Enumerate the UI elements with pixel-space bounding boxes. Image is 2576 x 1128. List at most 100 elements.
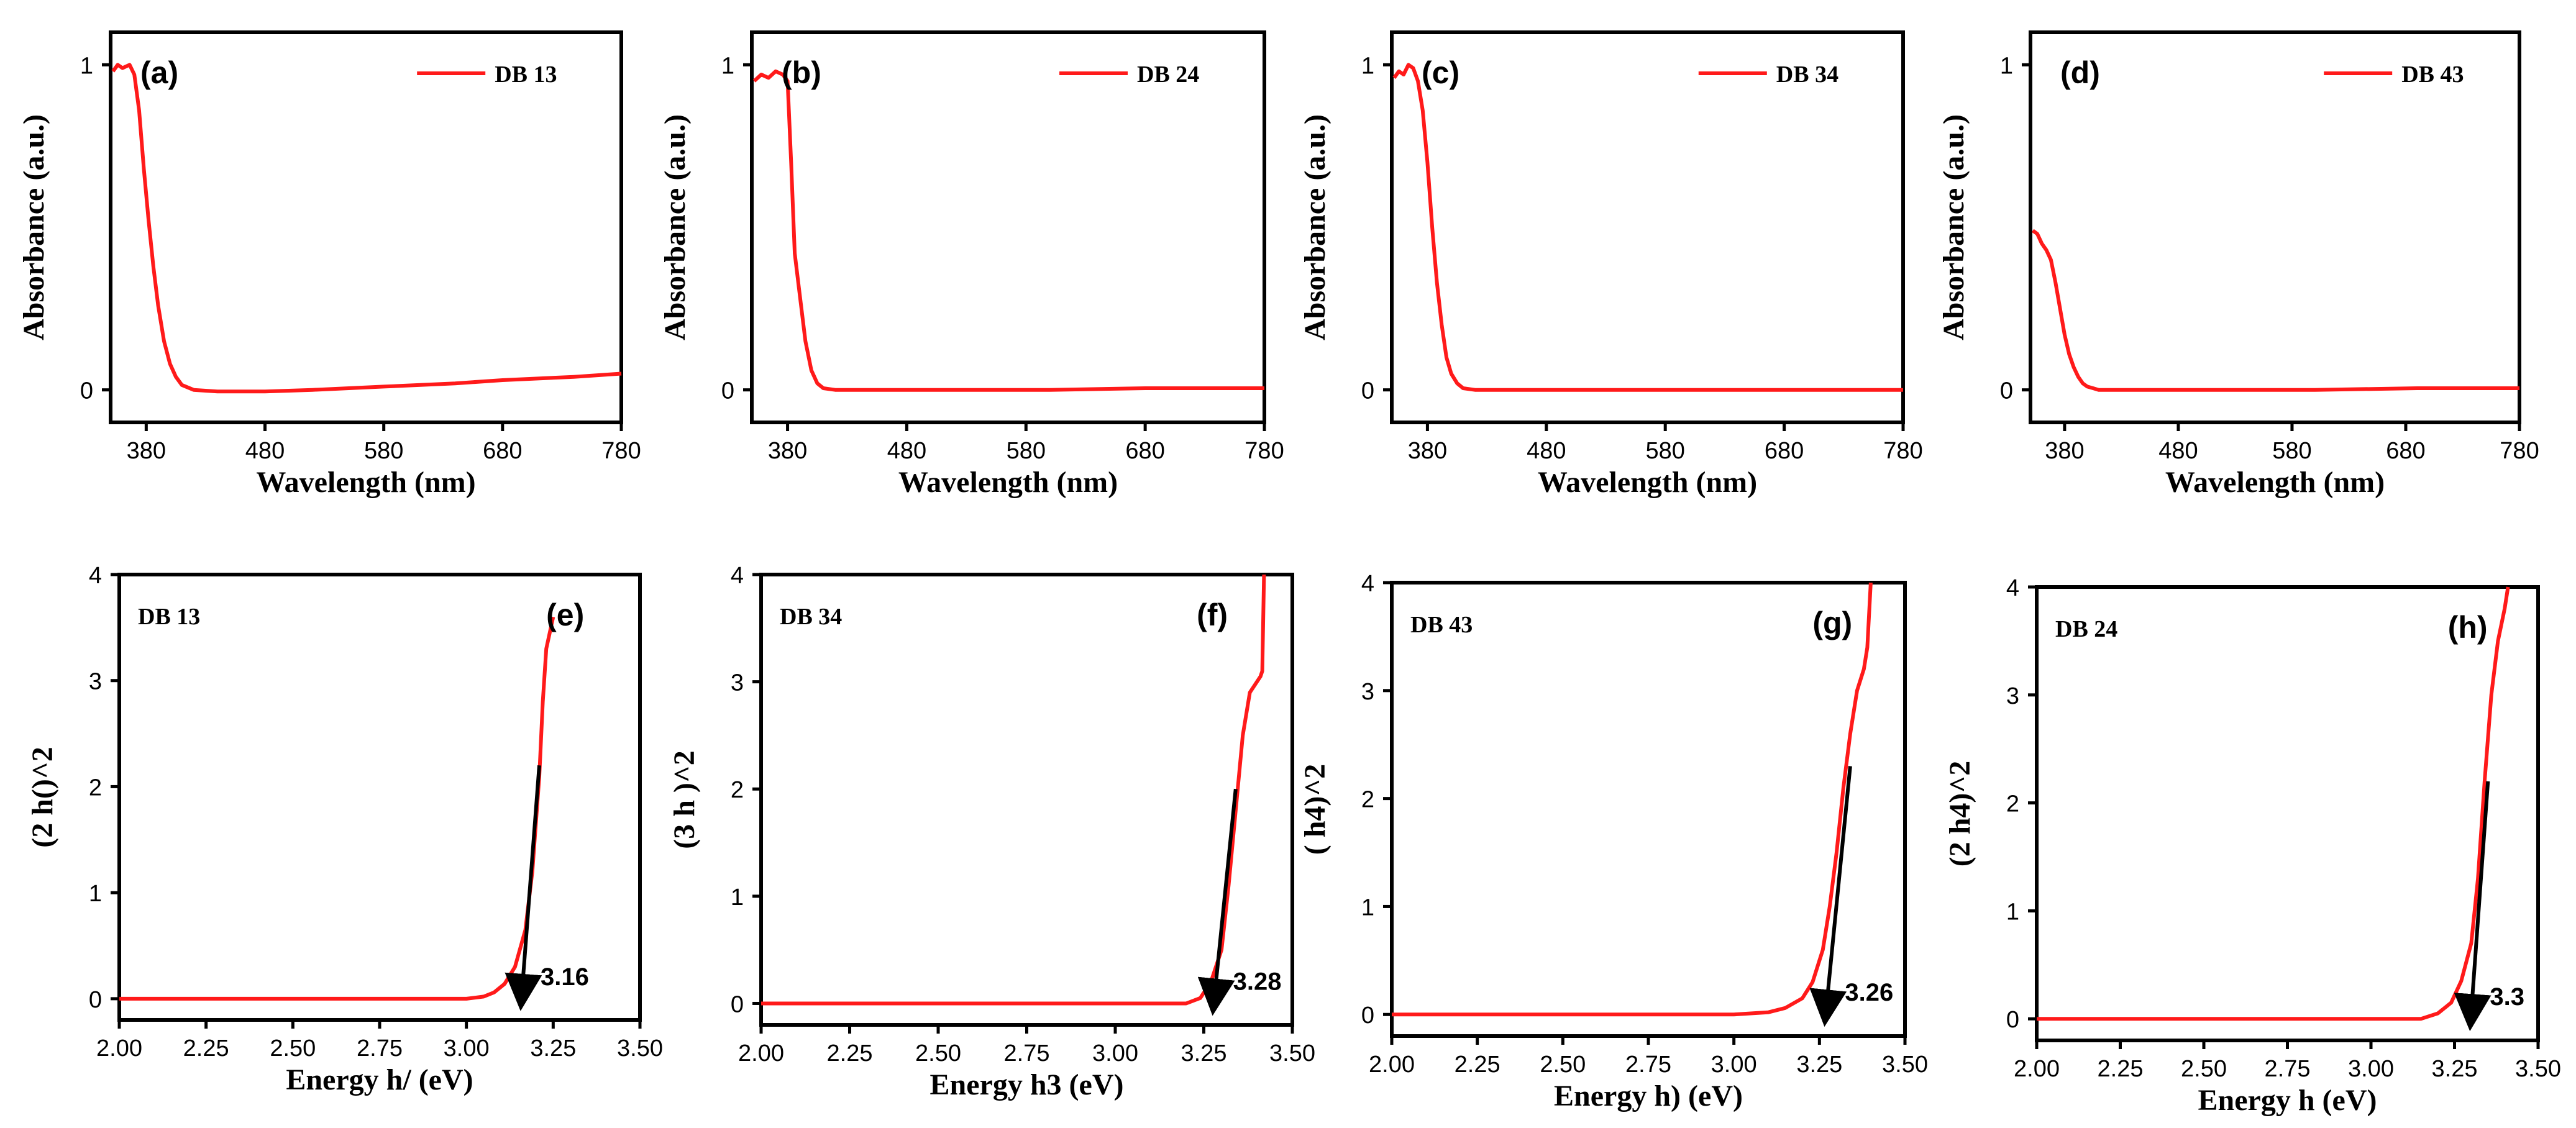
- y-tick-label: 0: [1361, 1003, 1374, 1029]
- x-axis-title: Energy h/ (eV): [286, 1063, 473, 1096]
- y-tick-label: 0: [1361, 378, 1374, 404]
- x-tick-label: 3.25: [2432, 1056, 2478, 1082]
- panel-label: (d): [2060, 55, 2100, 90]
- series-line-e: [119, 616, 555, 1001]
- plot-frame: [759, 573, 1294, 1027]
- sample-label: DB 43: [1410, 612, 1473, 638]
- x-tick-label: 480: [2158, 438, 2198, 464]
- panel-label: (b): [782, 55, 821, 90]
- sample-label: DB 34: [780, 604, 842, 630]
- x-tick-label: 2.75: [1625, 1052, 1671, 1078]
- plot-frame: [1390, 30, 1905, 424]
- series-line-d: [2031, 229, 2519, 392]
- x-tick-label: 2.00: [738, 1040, 784, 1067]
- plot-frame: [1390, 581, 1907, 1038]
- x-axis-title: Wavelength (nm): [1538, 466, 1757, 499]
- y-tick-label: 1: [731, 885, 744, 911]
- x-tick-label: 2.50: [270, 1035, 316, 1062]
- plot-frame: [2029, 30, 2521, 424]
- x-tick-label: 780: [2500, 438, 2539, 464]
- plot-frame: [109, 30, 623, 424]
- y-tick-label: 0: [721, 378, 734, 404]
- x-tick-label: 3.00: [1711, 1052, 1757, 1078]
- x-tick-label: 2.00: [96, 1035, 142, 1062]
- plot-frame: [117, 573, 642, 1022]
- tangent-arrow: [505, 765, 542, 1011]
- chart-panel-h: 2.00 2.25 2.50 2.75 3.00 3.25 3.50 0 1 2 3 4 Energy …: [1943, 575, 2561, 1117]
- x-axis-title: Wavelength (nm): [2165, 466, 2385, 499]
- x-tick-label: 480: [887, 438, 926, 464]
- x-tick-label: 2.00: [2014, 1056, 2060, 1082]
- x-tick-label: 3.00: [2348, 1056, 2394, 1082]
- series-line-b: [752, 69, 1264, 392]
- y-tick-label: 1: [80, 53, 93, 79]
- x-tick-label: 3.50: [1882, 1052, 1928, 1078]
- y-tick-label: 0: [89, 987, 102, 1013]
- y-tick-label: 4: [2006, 575, 2019, 601]
- y-axis-title: ( h4)^2: [1299, 764, 1331, 855]
- x-tick-label: 380: [2045, 438, 2084, 464]
- x-tick-label: 2.50: [1540, 1052, 1586, 1078]
- chart-panel-a: 380 480 580 680 780 0 1 Wavelength (nm) Absorban…: [17, 30, 641, 499]
- x-axis-title: Energy h3 (eV): [930, 1068, 1124, 1101]
- y-tick-label: 0: [2006, 1007, 2019, 1033]
- x-axis-title: Energy h (eV): [2198, 1084, 2377, 1117]
- y-axis-title: Absorbance (a.u.): [17, 114, 50, 340]
- x-tick-label: 2.25: [1455, 1052, 1500, 1078]
- legend-label: DB 34: [1776, 61, 1838, 88]
- band-gap-label: 3.26: [1845, 979, 1893, 1006]
- series-line-g: [1392, 582, 1873, 1017]
- band-gap-label: 3.16: [541, 963, 589, 991]
- y-tick-label: 2: [1361, 787, 1374, 813]
- x-tick-label: 380: [127, 438, 166, 464]
- y-tick-label: 2: [2006, 791, 2019, 817]
- y-axis-title: Absorbance (a.u.): [1937, 114, 1970, 340]
- x-tick-label: 3.50: [617, 1035, 663, 1062]
- y-tick-label: 0: [2000, 378, 2013, 404]
- y-tick-label: 4: [89, 563, 102, 589]
- y-tick-label: 1: [1361, 894, 1374, 921]
- x-tick-label: 2.75: [357, 1035, 403, 1062]
- tangent-arrow: [2454, 781, 2492, 1032]
- x-tick-label: 680: [1125, 438, 1164, 464]
- y-axis-title: (2 h()^2: [26, 747, 59, 848]
- x-tick-label: 2.25: [827, 1040, 873, 1067]
- x-tick-label: 680: [2386, 438, 2425, 464]
- y-tick-label: 3: [731, 670, 744, 696]
- x-tick-label: 2.25: [2098, 1056, 2144, 1082]
- y-tick-label: 2: [89, 775, 102, 801]
- x-tick-label: 2.50: [2181, 1056, 2227, 1082]
- x-tick-label: 480: [245, 438, 285, 464]
- panel-label: (h): [2448, 610, 2488, 645]
- chart-panel-b: 380 480 580 680 780 0 1 Wavelength (nm) Absorban…: [659, 30, 1284, 499]
- legend-label: DB 13: [495, 61, 557, 88]
- x-tick-label: 680: [483, 438, 522, 464]
- panel-label: (e): [546, 598, 584, 632]
- tangent-arrow: [1809, 766, 1852, 1027]
- y-axis-title: Absorbance (a.u.): [1299, 114, 1331, 340]
- x-tick-label: 3.00: [444, 1035, 490, 1062]
- x-tick-label: 3.50: [2515, 1056, 2561, 1082]
- x-axis-title: Wavelength (nm): [256, 466, 475, 499]
- panel-label: (c): [1422, 55, 1459, 90]
- chart-panel-g: 2.00 2.25 2.50 2.75 3.00 3.25 3.50 0 1 2 3 4 Energy …: [1299, 571, 1928, 1112]
- legend-label: DB 24: [1137, 61, 1199, 88]
- y-tick-label: 1: [1361, 53, 1374, 79]
- y-tick-label: 0: [731, 991, 744, 1017]
- panel-label: (a): [140, 55, 178, 90]
- chart-panel-d: 380 480 580 680 780 0 1 Wavelength (nm) Absorban…: [1937, 30, 2539, 499]
- y-tick-label: 3: [89, 669, 102, 695]
- y-tick-label: 4: [731, 563, 744, 589]
- tangent-arrow: [1197, 788, 1238, 1016]
- series-line-c: [1392, 63, 1903, 392]
- x-tick-label: 580: [2272, 438, 2311, 464]
- sample-label: DB 13: [138, 604, 200, 630]
- x-tick-label: 780: [601, 438, 641, 464]
- x-tick-label: 580: [1007, 438, 1046, 464]
- x-tick-label: 780: [1245, 438, 1284, 464]
- y-tick-label: 1: [89, 881, 102, 907]
- sample-label: DB 24: [2055, 616, 2117, 642]
- x-tick-label: 580: [364, 438, 403, 464]
- series-line-f: [761, 574, 1266, 1006]
